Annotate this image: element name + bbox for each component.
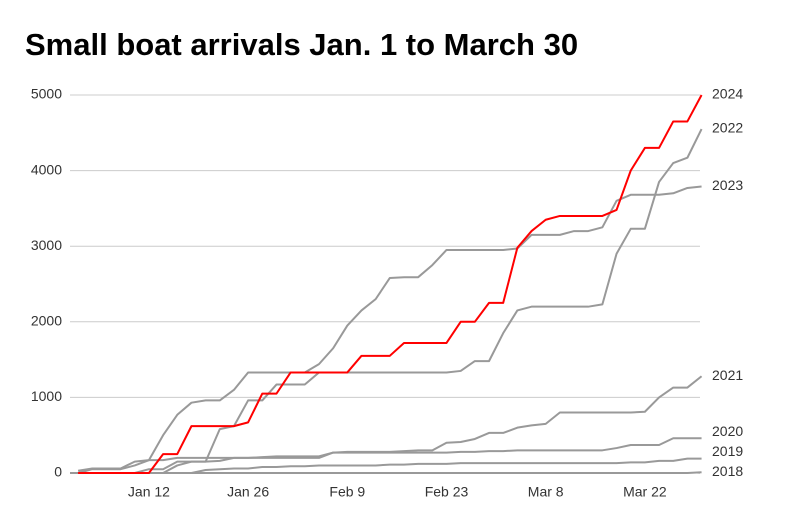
y-tick-label: 0 (54, 464, 62, 480)
y-tick-label: 1000 (31, 388, 62, 404)
x-tick-label: Jan 26 (227, 484, 269, 500)
y-tick-label: 4000 (31, 161, 62, 177)
series-line (77, 375, 703, 472)
x-tick-label: Feb 9 (329, 484, 365, 500)
x-tick-label: Mar 22 (623, 484, 667, 500)
legend-label: 2019 (712, 443, 743, 459)
y-tick-label: 2000 (31, 313, 62, 329)
chart-title: Small boat arrivals Jan. 1 to March 30 (25, 27, 578, 62)
series-line (77, 185, 702, 474)
legend-label: 2023 (712, 177, 743, 193)
y-tick-label: 3000 (31, 237, 62, 253)
x-tick-label: Jan 12 (128, 484, 170, 500)
legend-label: 2018 (712, 463, 743, 479)
series-line (78, 94, 703, 474)
legend-label: 2021 (712, 367, 743, 383)
x-tick-label: Feb 23 (425, 484, 469, 500)
legend-label: 2022 (712, 120, 743, 136)
series-line (78, 128, 703, 474)
legend-label: 2024 (712, 86, 743, 102)
legend-label: 2020 (712, 423, 743, 439)
series-line (78, 437, 702, 474)
y-tick-label: 5000 (31, 86, 62, 102)
series-line (78, 457, 702, 474)
x-tick-label: Mar 8 (528, 484, 564, 500)
